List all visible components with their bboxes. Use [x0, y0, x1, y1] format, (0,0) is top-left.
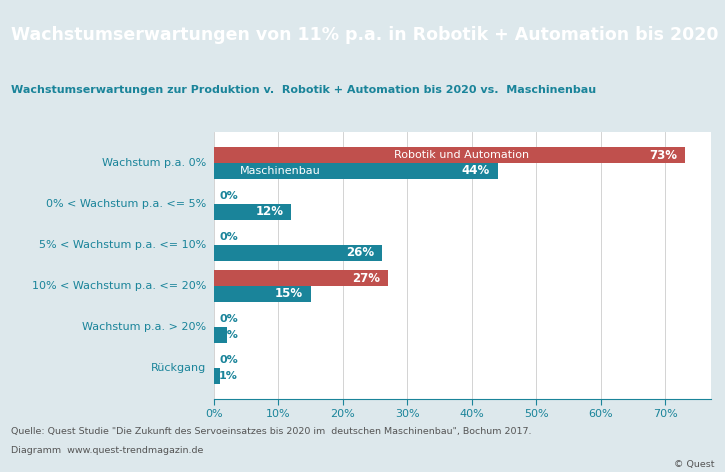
Text: 15%: 15% [275, 287, 303, 300]
Bar [214, 204, 291, 219]
Bar [214, 163, 497, 178]
Text: Quelle: Quest Studie "Die Zukunft des Servoeinsatzes bis 2020 im  deutschen Masc: Quelle: Quest Studie "Die Zukunft des Se… [11, 427, 531, 436]
Bar [214, 270, 388, 286]
Text: 27%: 27% [352, 272, 381, 285]
Text: 73%: 73% [649, 149, 677, 161]
Bar [214, 327, 227, 343]
Bar [214, 245, 381, 261]
Bar [214, 286, 310, 302]
Text: 2%: 2% [219, 330, 238, 340]
Text: 0%: 0% [219, 191, 238, 201]
Text: © Quest: © Quest [674, 460, 714, 469]
Text: Maschinenbau: Maschinenbau [240, 166, 320, 176]
Text: 1%: 1% [219, 371, 238, 381]
Text: 12%: 12% [255, 205, 283, 218]
Text: Wachstum p.a. 0%: Wachstum p.a. 0% [102, 158, 207, 168]
Text: 5% < Wachstum p.a. <= 10%: 5% < Wachstum p.a. <= 10% [39, 240, 207, 250]
Text: 0%: 0% [219, 232, 238, 242]
Text: 10% < Wachstum p.a. <= 20%: 10% < Wachstum p.a. <= 20% [32, 281, 207, 291]
Text: 0%: 0% [219, 355, 238, 365]
Text: Wachstumserwartungen von 11% p.a. in Robotik + Automation bis 2020: Wachstumserwartungen von 11% p.a. in Rob… [11, 26, 718, 44]
Text: 0% < Wachstum p.a. <= 5%: 0% < Wachstum p.a. <= 5% [46, 199, 207, 209]
Bar [214, 147, 684, 163]
Bar [214, 368, 220, 384]
Text: Rückgang: Rückgang [152, 363, 207, 373]
Text: Diagramm  www.quest-trendmagazin.de: Diagramm www.quest-trendmagazin.de [11, 446, 203, 455]
Text: 26%: 26% [346, 246, 374, 259]
Text: Robotik und Automation: Robotik und Automation [394, 150, 529, 160]
Text: 44%: 44% [462, 164, 490, 177]
Text: 0%: 0% [219, 314, 238, 324]
Text: Wachstumserwartungen zur Produktion v.  Robotik + Automation bis 2020 vs.  Masch: Wachstumserwartungen zur Produktion v. R… [11, 85, 596, 95]
Text: Wachstum p.a. > 20%: Wachstum p.a. > 20% [83, 322, 207, 332]
